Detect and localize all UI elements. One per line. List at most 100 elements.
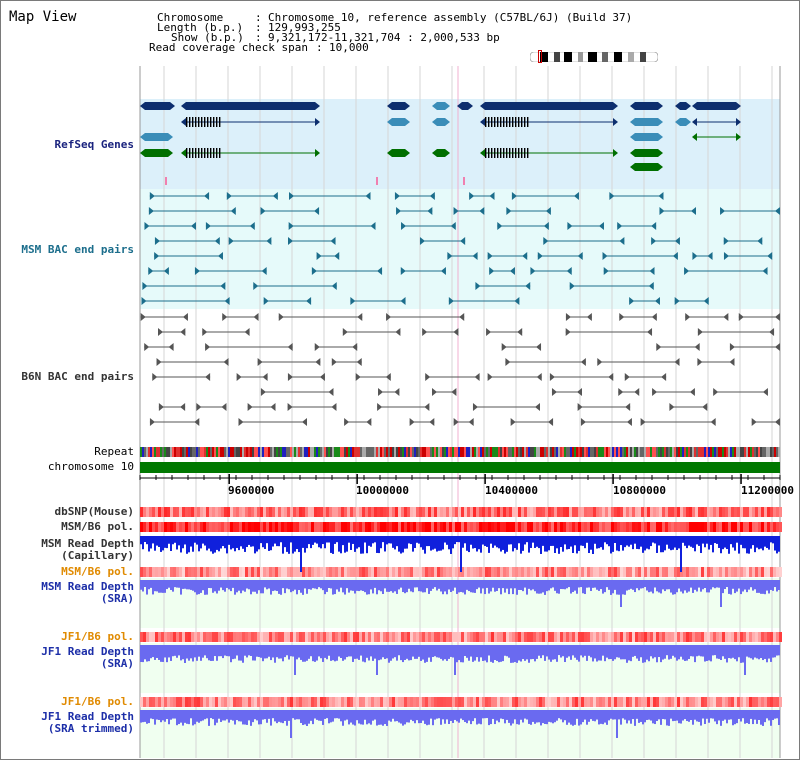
chromosome-ideogram[interactable] — [530, 52, 658, 62]
bac-end-marker — [602, 252, 608, 260]
polymorphism-cell — [635, 632, 638, 642]
polymorphism-cell — [716, 632, 719, 642]
track-label-msm-bac[interactable]: MSM BAC end pairs — [21, 243, 134, 256]
read-depth-bar — [486, 655, 488, 663]
repeat-element — [316, 447, 318, 457]
track-label-jf1-depth-trimmed[interactable]: JF1 Read Depth — [41, 710, 134, 723]
read-depth-bar — [222, 718, 224, 721]
read-depth-bar — [666, 542, 668, 545]
polymorphism-cell — [146, 697, 149, 707]
read-depth-bar — [594, 587, 596, 588]
polymorphism-cell — [386, 697, 389, 707]
polymorphism-cell — [206, 632, 209, 642]
read-depth-bar — [736, 655, 738, 662]
polymorphism-cell — [416, 522, 419, 532]
polymorphism-cell — [158, 567, 161, 577]
read-depth-bar — [302, 718, 304, 726]
repeat-element — [486, 447, 488, 457]
read-depth-bar — [526, 718, 528, 720]
bac-end-marker — [548, 418, 554, 426]
polymorphism-cell — [629, 697, 632, 707]
bac-end-marker — [425, 373, 431, 381]
read-depth-bar — [494, 542, 496, 546]
polymorphism-cell — [257, 632, 260, 642]
polymorphism-cell — [542, 567, 545, 577]
bac-end-marker — [549, 373, 555, 381]
polymorphism-cell — [677, 507, 680, 517]
polymorphism-cell — [515, 522, 518, 532]
bac-end-marker — [567, 222, 573, 230]
bac-end-marker — [629, 297, 635, 305]
read-depth-bar — [304, 718, 306, 725]
polymorphism-cell — [707, 567, 710, 577]
repeat-element — [350, 447, 352, 457]
read-depth-bar — [644, 718, 646, 723]
bac-end-marker — [448, 297, 454, 305]
polymorphism-cell — [737, 522, 740, 532]
polymorphism-cell — [479, 522, 482, 532]
read-depth-bar — [598, 587, 600, 591]
track-label-msm-b6-pol-2[interactable]: MSM/B6 pol. — [61, 565, 134, 578]
read-depth-bar — [270, 655, 272, 661]
polymorphism-cell — [404, 522, 407, 532]
current-region-marker[interactable] — [538, 50, 542, 63]
read-depth-bar — [354, 542, 356, 552]
track-label-msm-depth-capillary[interactable]: MSM Read Depth — [41, 537, 134, 550]
track-label-msm-depth-sra[interactable]: MSM Read Depth — [41, 580, 134, 593]
bac-end-marker — [366, 418, 372, 426]
gene-arrow — [658, 163, 663, 171]
polymorphism-cell — [143, 697, 146, 707]
polymorphism-cell — [575, 567, 578, 577]
repeat-element — [456, 447, 458, 457]
polymorphism-cell — [500, 697, 503, 707]
read-depth-bar — [732, 718, 734, 726]
polymorphism-cell — [314, 632, 317, 642]
polymorphism-cell — [608, 567, 611, 577]
track-label-refseq[interactable]: RefSeq Genes — [54, 138, 134, 151]
repeat-element — [170, 447, 172, 457]
polymorphism-cell — [518, 507, 521, 517]
read-depth-bar — [258, 587, 260, 591]
polymorphism-cell — [710, 697, 713, 707]
read-depth-bar — [198, 655, 200, 657]
read-depth-bar — [342, 587, 344, 593]
read-depth-bar — [238, 542, 240, 551]
read-depth-bar — [408, 587, 410, 589]
read-depth-bar — [704, 542, 706, 548]
track-label-dbsnp[interactable]: dbSNP(Mouse) — [54, 505, 134, 518]
read-depth-bar — [544, 718, 546, 724]
exon-mark — [518, 117, 520, 127]
read-depth-bar — [350, 542, 352, 550]
polymorphism-cell — [221, 697, 224, 707]
repeat-element — [348, 447, 350, 457]
read-depth-bar — [232, 718, 234, 721]
track-label-b6n-bac[interactable]: B6N BAC end pairs — [21, 370, 134, 383]
polymorphism-cell — [638, 567, 641, 577]
cpg-mark — [376, 177, 378, 185]
track-label-jf1-b6-pol[interactable]: JF1/B6 pol. — [61, 630, 134, 643]
polymorphism-cell — [365, 697, 368, 707]
track-label-jf1-b6-pol-2[interactable]: JF1/B6 pol. — [61, 695, 134, 708]
repeat-element — [458, 447, 460, 457]
read-depth-bar — [680, 587, 682, 592]
repeat-element — [562, 447, 564, 457]
polymorphism-cell — [692, 522, 695, 532]
read-depth-bar — [316, 718, 318, 720]
read-depth-bar — [364, 542, 366, 543]
read-depth-bar — [654, 718, 656, 725]
track-label-msm-b6-pol[interactable]: MSM/B6 pol. — [61, 520, 134, 533]
polymorphism-cell — [281, 507, 284, 517]
read-depth-bar — [336, 587, 338, 590]
polymorphism-cell — [449, 632, 452, 642]
polymorphism-cell — [731, 632, 734, 642]
repeat-element — [186, 447, 188, 457]
bac-end-marker — [148, 267, 154, 275]
repeat-element — [168, 447, 170, 457]
track-label-jf1-depth-sra[interactable]: JF1 Read Depth — [41, 645, 134, 658]
repeat-element — [654, 447, 656, 457]
bac-end-marker — [489, 267, 495, 275]
read-depth-bar — [332, 542, 334, 554]
read-depth-bar — [406, 587, 408, 593]
polymorphism-cell — [263, 522, 266, 532]
